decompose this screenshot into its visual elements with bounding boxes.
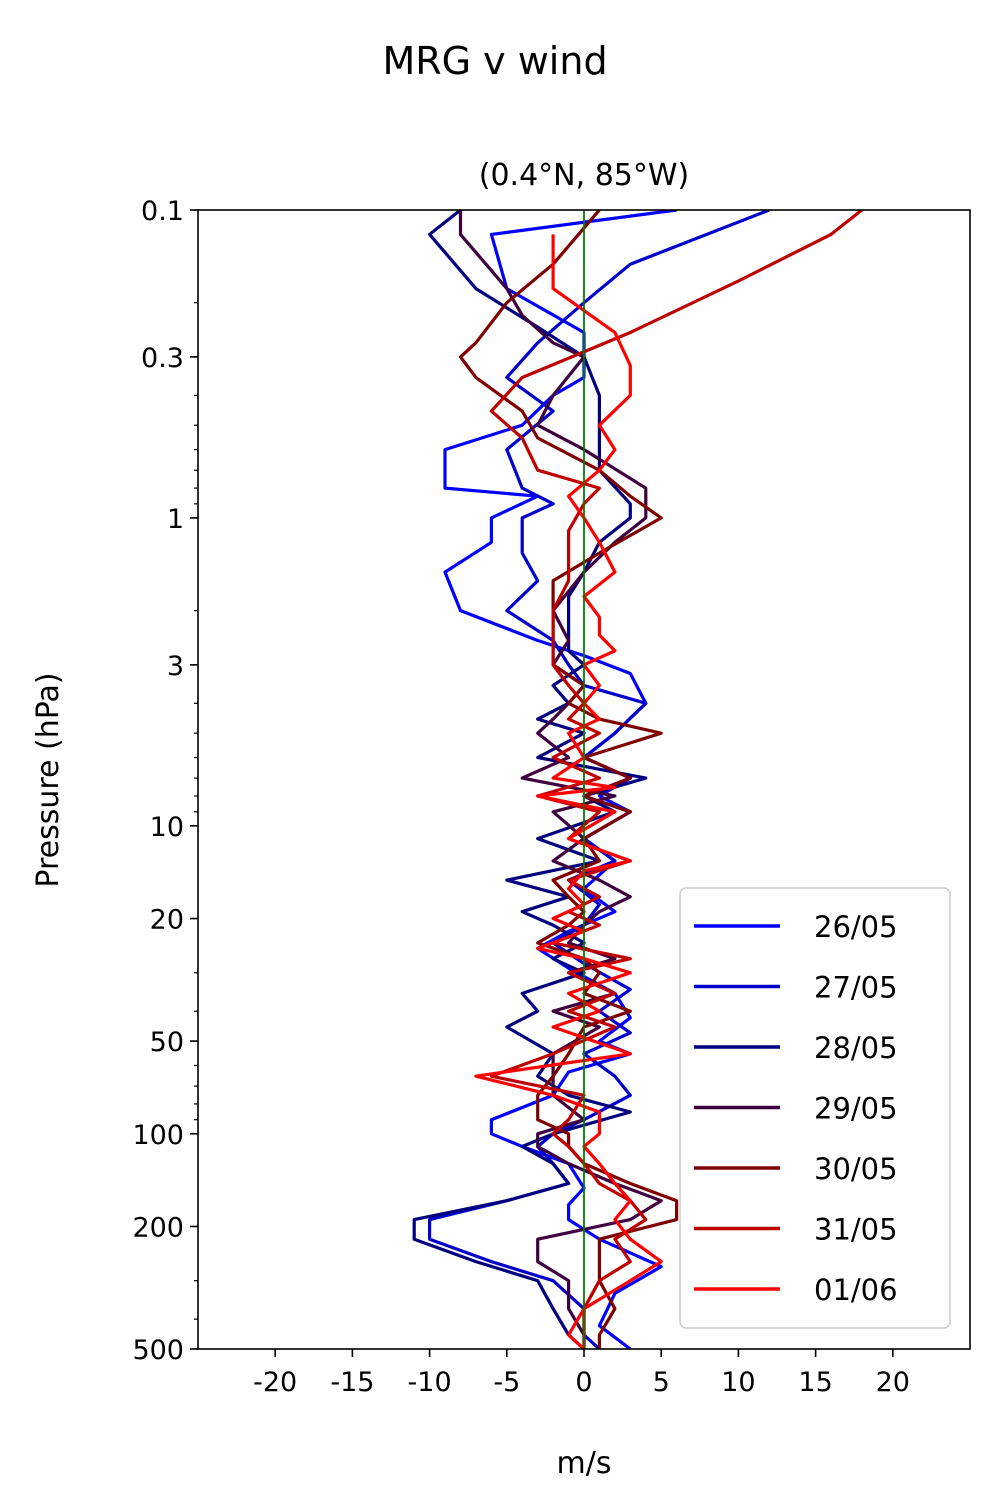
x-tick-label: -5 xyxy=(493,1367,520,1398)
legend-box xyxy=(679,887,951,1329)
legend-label: 28/05 xyxy=(814,1031,898,1065)
legend-label: 01/06 xyxy=(814,1273,898,1307)
x-tick-label: -20 xyxy=(253,1367,297,1398)
x-tick-label: 15 xyxy=(798,1367,832,1398)
plot-area: 0.1 0.3 1 3 10 20 50 100 200 500 -20 -15 -10 -5 0 5 10 15… xyxy=(132,196,971,1398)
y-tick-label: 200 xyxy=(132,1212,184,1243)
y-tick-label: 0.3 xyxy=(141,343,184,374)
legend-label: 27/05 xyxy=(814,971,898,1005)
x-tick-label: 10 xyxy=(721,1367,755,1398)
legend-label: 31/05 xyxy=(814,1213,898,1247)
y-tick-label: 20 xyxy=(150,905,184,936)
x-tick-label: 20 xyxy=(876,1367,910,1398)
legend-label: 30/05 xyxy=(814,1152,898,1186)
series-group xyxy=(412,210,863,1349)
y-tick-label: 50 xyxy=(150,1027,184,1058)
legend: 26/05 27/05 28/05 29/05 30/05 31/05 01/06 xyxy=(679,887,951,1329)
y-tick-label: 1 xyxy=(167,504,184,535)
legend-label: 26/05 xyxy=(814,910,898,944)
y-tick-label: 500 xyxy=(132,1335,184,1366)
y-tick-label: 100 xyxy=(132,1120,184,1151)
chart-subtitle: (0.4°N, 85°W) xyxy=(479,158,689,193)
chart-title: MRG v wind xyxy=(382,39,607,83)
y-tick-label: 3 xyxy=(167,651,184,682)
x-tick-label: -15 xyxy=(330,1367,374,1398)
x-tick-label: 0 xyxy=(575,1367,592,1398)
y-tick-label: 10 xyxy=(150,812,184,843)
x-axis-label: m/s xyxy=(557,1446,612,1481)
y-axis-label: Pressure (hPa) xyxy=(31,672,66,887)
series-line-31-05 xyxy=(489,210,863,1349)
x-tick-label: 5 xyxy=(653,1367,670,1398)
x-tick-label: -10 xyxy=(408,1367,452,1398)
legend-label: 29/05 xyxy=(814,1092,898,1126)
y-tick-label: 0.1 xyxy=(141,196,184,227)
plot-frame xyxy=(197,209,971,1350)
series-line-28-05 xyxy=(412,210,648,1349)
